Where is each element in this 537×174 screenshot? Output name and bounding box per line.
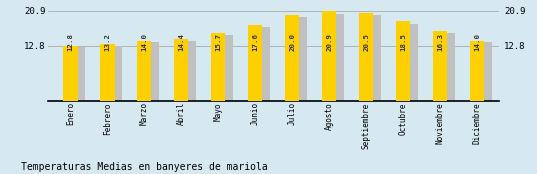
Text: 20.9: 20.9 bbox=[326, 33, 332, 51]
Bar bbox=[212, 33, 226, 101]
Bar bbox=[322, 11, 336, 101]
Bar bbox=[396, 21, 410, 101]
Bar bbox=[256, 27, 270, 101]
Bar bbox=[145, 42, 159, 101]
Text: 18.5: 18.5 bbox=[400, 33, 407, 51]
Bar bbox=[477, 42, 492, 101]
Text: 17.6: 17.6 bbox=[252, 33, 258, 51]
Bar bbox=[433, 31, 447, 101]
Bar bbox=[137, 41, 151, 101]
Text: 12.8: 12.8 bbox=[68, 33, 74, 51]
Bar bbox=[248, 25, 263, 101]
Text: 16.3: 16.3 bbox=[437, 33, 443, 51]
Bar bbox=[71, 47, 85, 101]
Bar bbox=[219, 35, 233, 101]
Bar bbox=[359, 13, 373, 101]
Bar bbox=[182, 41, 196, 101]
Bar bbox=[63, 46, 77, 101]
Bar bbox=[100, 44, 114, 101]
Bar bbox=[175, 39, 188, 101]
Bar bbox=[330, 14, 344, 101]
Bar bbox=[470, 41, 484, 101]
Bar bbox=[285, 15, 300, 101]
Text: 14.4: 14.4 bbox=[178, 33, 184, 51]
Text: 14.0: 14.0 bbox=[141, 33, 148, 51]
Text: 14.0: 14.0 bbox=[474, 33, 480, 51]
Bar bbox=[441, 33, 455, 101]
Text: 13.2: 13.2 bbox=[105, 33, 111, 51]
Bar bbox=[108, 46, 122, 101]
Bar bbox=[404, 23, 418, 101]
Text: 15.7: 15.7 bbox=[215, 33, 221, 51]
Text: Temperaturas Medias en banyeres de mariola: Temperaturas Medias en banyeres de mario… bbox=[21, 162, 268, 172]
Bar bbox=[367, 15, 381, 101]
Text: 20.5: 20.5 bbox=[364, 33, 369, 51]
Text: 20.0: 20.0 bbox=[289, 33, 295, 51]
Bar bbox=[293, 17, 307, 101]
